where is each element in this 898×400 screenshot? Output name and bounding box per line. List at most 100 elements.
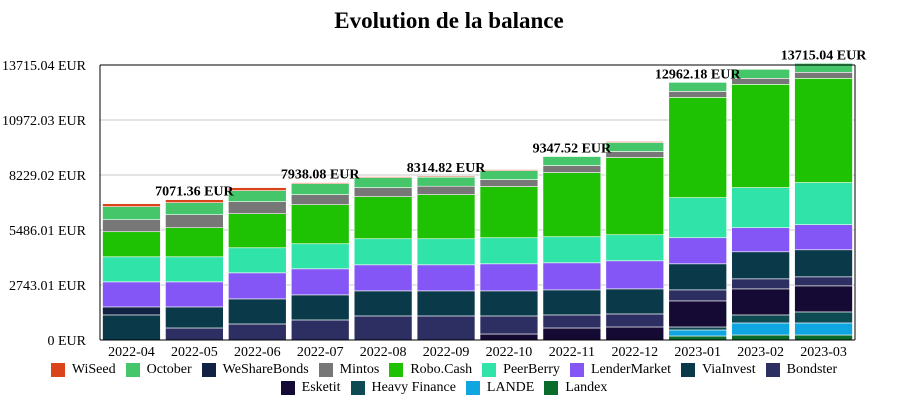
bar-segment-robo-cash [165,227,224,258]
bar-segment-bondster [668,289,727,302]
bar-segment-lande [731,322,790,336]
legend: WiSeed October WeShareBonds Mintos Robo.Cash… [0,362,898,398]
bar-segment-heavy-finance [668,326,727,331]
bar-segment-esketit [731,288,790,316]
bar-segment-mintos [542,165,602,173]
legend-label: October [146,362,192,377]
total-label: 7071.36 EUR [155,185,234,200]
legend-swatch [350,381,365,395]
bar-segment-viainvest [290,294,350,321]
x-tick-label: 2023-02 [737,345,784,360]
legend-label: WiSeed [71,362,116,377]
bar-segment-lendermarket [290,268,350,296]
bar-segment-heavy-finance [794,311,853,324]
legend-swatch [465,381,480,395]
x-tick-label: 2022-04 [108,345,155,360]
bar-segment-landex [668,335,727,341]
total-label: 7938.08 EUR [281,168,360,183]
x-tick-label: 2022-10 [486,345,533,360]
bar-segment-peerberry [479,237,539,265]
bar-segment-bondster [228,323,287,341]
bar-segment-bondster [165,327,224,341]
x-tick-label: 2022-09 [423,345,470,360]
bar-segment-peerberry [794,182,853,226]
bar-segment-robo-cash [542,172,602,238]
bar-segment-mintos [228,201,287,214]
y-tick-label: 8229.02 EUR [9,169,87,184]
bar-segment-viainvest [668,263,727,291]
bar-segment-viainvest [102,314,161,341]
bar-segment-peerberry [668,197,727,239]
total-label: 9347.52 EUR [533,142,612,157]
bar-segment-wiseed [605,141,665,143]
bar-segment-peerberry [542,236,602,264]
bar-segment-october [102,206,161,220]
bar-segment-viainvest [353,290,413,317]
y-tick-label: 5486.01 EUR [9,224,87,239]
legend-swatch [765,363,780,377]
bar-segment-bondster [605,313,665,328]
bar-segment-peerberry [228,247,287,274]
legend-label: Heavy Finance [371,380,456,395]
y-tick-label: 10972.03 EUR [2,114,87,129]
bar-segment-wiseed [228,187,287,191]
legend-label: Bondster [786,362,838,377]
legend-swatch [569,363,584,377]
bar-segment-lendermarket [542,262,602,291]
legend-item: Mintos [318,362,379,378]
bar-segment-mintos [479,179,539,187]
bar-segment-robo-cash [228,213,287,249]
bar-segment-october [290,183,350,195]
bar-segment-landex [794,334,853,341]
bar-segment-lendermarket [165,281,224,308]
legend-item: Esketit [280,380,341,396]
y-tick-label: 0 EUR [48,334,87,349]
legend-row: Esketit Heavy Finance LANDE Landex [0,380,898,396]
bar-segment-bondster [731,278,790,290]
bar-segment-lendermarket [228,272,287,300]
bar-segment-peerberry [605,234,665,262]
x-tick-label: 2022-12 [611,345,658,360]
legend-label: Robo.Cash [410,362,473,377]
bar-segment-viainvest [542,289,602,316]
bar-segment-lande [794,322,853,336]
bar-segment-october [668,82,727,92]
bar-segment-bondster [353,315,413,341]
bar-segment-robo-cash [416,194,476,240]
bar-segment-robo-cash [353,196,413,240]
x-tick-label: 2022-07 [297,345,344,360]
bar-segment-peerberry [165,256,224,283]
legend-label: WeShareBonds [222,362,309,377]
bar-segment-mintos [102,219,161,233]
bar-segment-esketit [542,327,602,341]
bar-segment-october [353,177,413,188]
chart-title: Evolution de la balance [334,8,564,33]
bar-segment-october [731,69,790,79]
bar-segment-wiseed [479,169,539,171]
bar-segment-bondster [794,276,853,287]
legend-label: LenderMarket [590,362,672,377]
bar-segment-october [228,190,287,202]
bar-segment-esketit [605,326,665,341]
bar-segment-bondster [542,314,602,329]
legend-item: WiSeed [50,362,116,378]
bar-segment-lendermarket [416,264,476,292]
bar-segment-wiseed [165,199,224,203]
bar-segment-robo-cash [479,186,539,239]
bar-segment-bondster [290,319,350,341]
bar-segment-lendermarket [668,237,727,265]
bar-segment-mintos [416,185,476,195]
legend-label: PeerBerry [503,362,560,377]
bar-segment-october [794,62,853,73]
bar-segment-peerberry [353,238,413,266]
bar-segment-robo-cash [668,97,727,198]
bar-segment-october [416,176,476,187]
legend-swatch [681,363,696,377]
legend-item: ViaInvest [681,362,756,378]
bar-segment-esketit [794,285,853,313]
bar-segment-lendermarket [731,227,790,253]
bar-segment-bondster [416,315,476,341]
legend-swatch [318,363,333,377]
bar-segment-lendermarket [794,224,853,251]
bar-segment-robo-cash [794,78,853,183]
